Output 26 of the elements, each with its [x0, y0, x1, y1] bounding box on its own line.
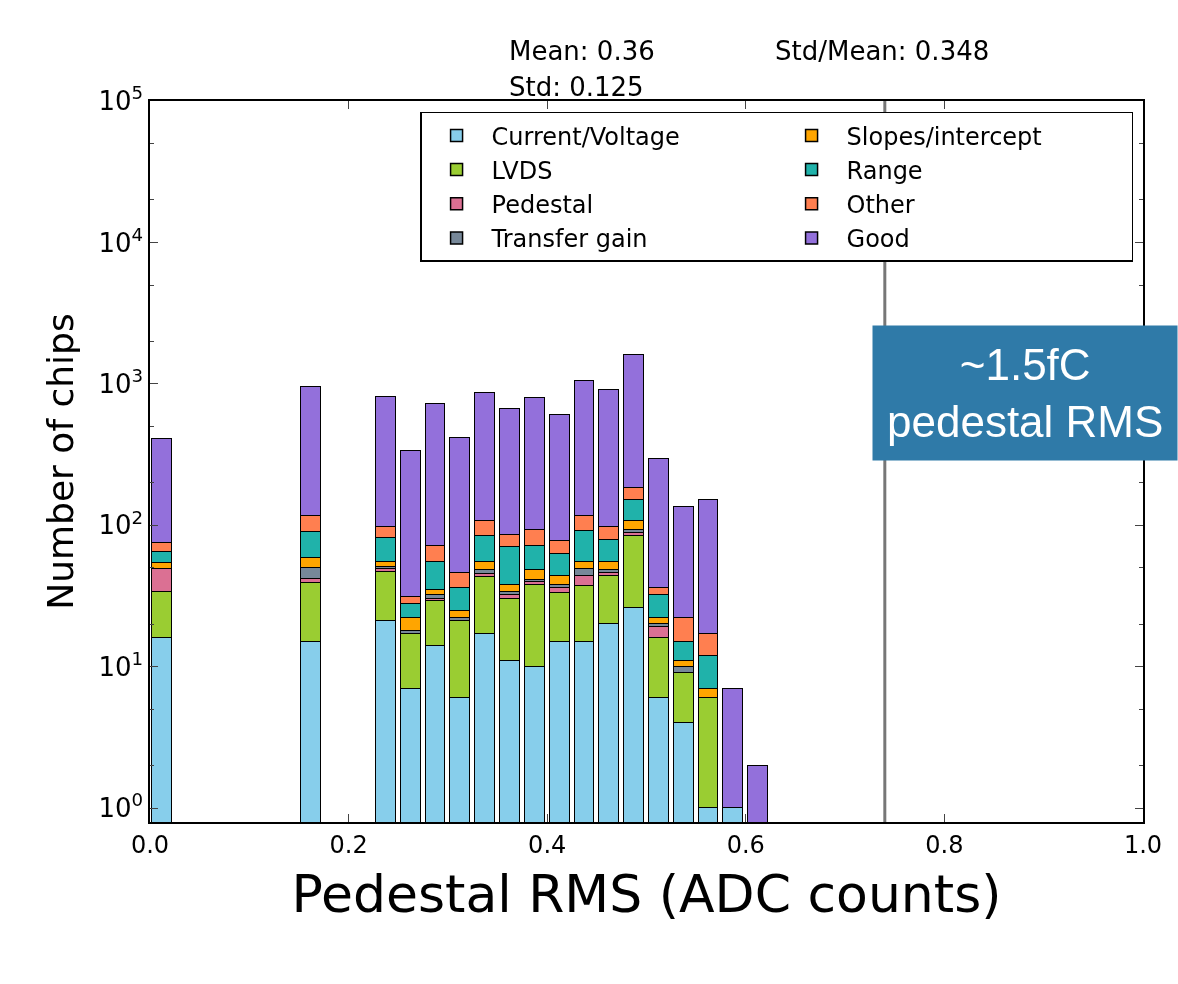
- y-tick-label: 10$^{4}$: [98, 223, 144, 258]
- y-tick-label: 10$^{3}$: [98, 365, 144, 400]
- legend-label: Good: [846, 225, 910, 254]
- legend-label: Transfer gain: [490, 225, 648, 254]
- x-tick-label: 1.0: [1123, 830, 1163, 859]
- annotation: ~1.5fC pedestal RMS: [887, 340, 1164, 447]
- x-tick-label: 0.6: [726, 830, 765, 859]
- y-axis-title: Number of chips: [39, 313, 81, 610]
- x-tick-label: 0.4: [528, 830, 567, 859]
- y-tick-label: 10$^{0}$: [98, 789, 144, 824]
- text: Mean: 0.36: [509, 36, 655, 66]
- x-axis-title: Pedestal RMS (ADC counts): [291, 863, 1002, 924]
- y-tick-label: 10$^{5}$: [98, 82, 144, 117]
- legend-label: Slopes/intercept: [846, 122, 1042, 151]
- annotation: Std: 0.125: [509, 72, 644, 102]
- x-tick-label: 0.8: [925, 830, 964, 859]
- legend-label: Current/Voltage: [491, 122, 680, 151]
- x-tick-label: 0.0: [130, 830, 170, 859]
- legend-label: Other: [846, 191, 915, 220]
- text: Std/Mean: 0.348: [775, 36, 990, 66]
- y-tick-label: 10$^{2}$: [98, 506, 144, 541]
- y-tick-label: 10$^{1}$: [98, 648, 144, 682]
- x-tick-label: 0.2: [329, 830, 368, 859]
- legend-label: Pedestal: [491, 191, 594, 220]
- legend-label: LVDS: [491, 156, 553, 185]
- legend-label: Range: [846, 156, 923, 185]
